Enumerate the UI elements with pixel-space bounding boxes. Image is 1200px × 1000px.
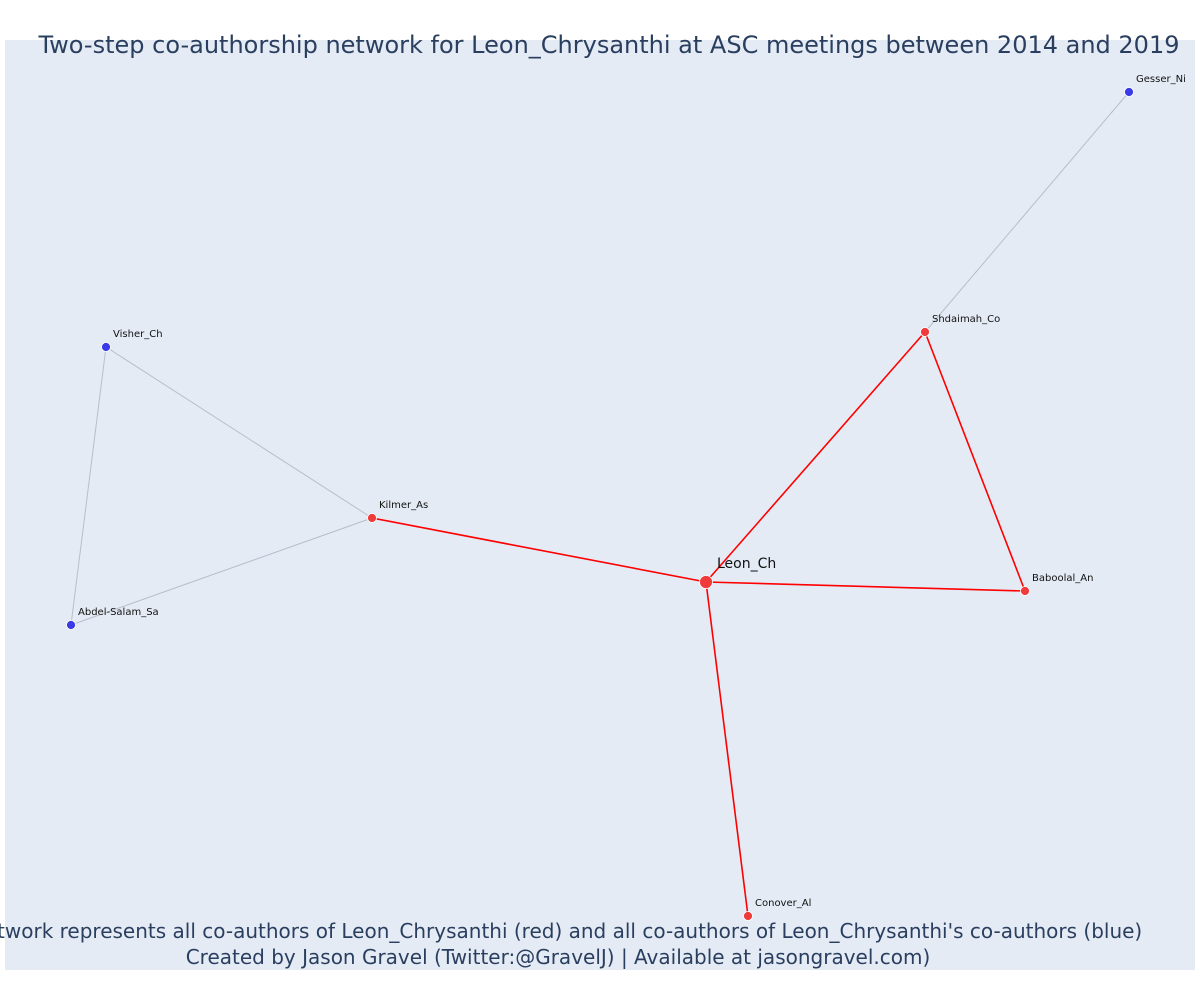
node-Abdel-Salam_Sa[interactable] (66, 620, 76, 630)
edge-Visher_Ch-Abdel-Salam_Sa (70, 346, 107, 626)
node-label-Gesser_Ni: Gesser_Ni (1136, 74, 1186, 85)
node-Leon_Ch[interactable] (699, 575, 713, 589)
plot-background (5, 40, 1195, 970)
node-label-Baboolal_An: Baboolal_An (1032, 573, 1093, 584)
node-label-Conover_Al: Conover_Al (755, 898, 811, 909)
node-Conover_Al[interactable] (743, 911, 753, 921)
nodes-layer (66, 87, 1134, 921)
edges-layer (70, 91, 1130, 917)
diagram-title: Two-step co-authorship network for Leon_… (37, 31, 1179, 59)
node-label-Kilmer_As: Kilmer_As (379, 500, 428, 511)
edge-Leon_Ch-Kilmer_As (371, 517, 707, 583)
caption-line-1: Network represents all co-authors of Leo… (0, 919, 1142, 943)
edge-Leon_Ch-Baboolal_An (705, 581, 1026, 592)
node-label-Abdel-Salam_Sa: Abdel-Salam_Sa (78, 607, 159, 618)
node-label-Visher_Ch: Visher_Ch (113, 329, 163, 340)
node-Baboolal_An[interactable] (1020, 586, 1030, 596)
node-Gesser_Ni[interactable] (1124, 87, 1134, 97)
node-Visher_Ch[interactable] (101, 342, 111, 352)
edge-Leon_Ch-Shdaimah_Co (705, 331, 926, 583)
node-label-Leon_Ch: Leon_Ch (717, 556, 776, 572)
edge-Kilmer_As-Visher_Ch (105, 346, 373, 519)
labels-layer: Leon_Ch Kilmer_As Shdaimah_Co Baboolal_An Co… (78, 74, 1186, 909)
node-Shdaimah_Co[interactable] (920, 327, 930, 337)
caption-line-2: Created by Jason Gravel (Twitter:@Gravel… (186, 945, 931, 969)
edge-Shdaimah_Co-Gesser_Ni (924, 91, 1130, 333)
edge-Leon_Ch-Conover_Al (705, 581, 749, 917)
edge-Kilmer_As-Abdel-Salam_Sa (70, 517, 373, 626)
node-label-Shdaimah_Co: Shdaimah_Co (932, 314, 1000, 325)
node-Kilmer_As[interactable] (367, 513, 377, 523)
edge-Shdaimah_Co-Baboolal_An (924, 331, 1026, 592)
